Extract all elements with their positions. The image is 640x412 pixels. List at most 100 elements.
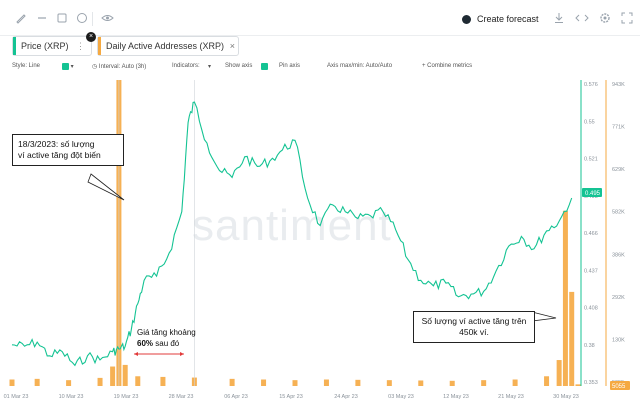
x-axis-tick-label: 19 Mar 23 xyxy=(114,394,139,400)
active-addresses-bar xyxy=(135,376,141,386)
active-axis-tick-label: 629K xyxy=(612,167,625,173)
x-axis-tick-label: 10 Mar 23 xyxy=(59,394,84,400)
chart-canvas[interactable]: santiment 0.5760.550.5210.4930.4660.4370… xyxy=(0,74,640,412)
active-addresses-bar xyxy=(418,380,424,386)
active-axis-tick-label: 130K xyxy=(612,337,625,343)
x-axis-tick-label: 12 May 23 xyxy=(443,394,469,400)
active-450k-text: Số lượng ví active tăng trên 450k ví. xyxy=(421,316,527,337)
indicators-select[interactable]: Indicators: xyxy=(172,63,200,69)
emoji-icon[interactable] xyxy=(75,12,89,26)
price-gain-annotation: Giá tăng khoảng 60% sau đó xyxy=(137,327,196,349)
active-addresses-bar xyxy=(110,366,116,386)
active-addresses-bar xyxy=(556,360,562,386)
active-addresses-bar xyxy=(34,378,40,386)
create-forecast-label: Create forecast xyxy=(477,14,539,24)
embed-code-icon[interactable] xyxy=(575,12,589,26)
style-select[interactable]: Style: Line xyxy=(12,63,41,69)
divider xyxy=(92,12,93,26)
x-axis: 01 Mar 23 10 Mar 23 19 Mar 23 28 Mar 23 06 A… xyxy=(4,394,579,400)
price-axis: 0.5760.550.5210.4930.4660.4370.4080.380.… xyxy=(584,82,598,386)
price-series-line xyxy=(11,101,573,367)
price-axis-tick-label: 0.466 xyxy=(584,231,598,237)
active-addresses-bar xyxy=(66,380,72,386)
x-axis-tick-label: 24 Apr 23 xyxy=(334,394,358,400)
settings-gear-icon[interactable] xyxy=(598,12,612,26)
more-icon[interactable]: ⋮ xyxy=(215,40,224,51)
spike-annotation-text: 18/3/2023: số lượng ví active tăng đột b… xyxy=(18,139,101,160)
tab-price-xrp[interactable]: Price (XRP) ⋮ × xyxy=(12,32,96,56)
tab-label: Price (XRP) xyxy=(21,41,69,51)
active-addresses-bar xyxy=(292,380,298,386)
active-callout-pointer xyxy=(531,311,557,322)
active-addresses-bar xyxy=(544,376,550,386)
color-swatch[interactable]: ▾ xyxy=(62,63,74,70)
download-icon[interactable] xyxy=(552,12,566,26)
close-icon[interactable]: × xyxy=(86,32,96,42)
close-icon[interactable]: × xyxy=(229,41,235,51)
spike-annotation: 18/3/2023: số lượng ví active tăng đột b… xyxy=(12,134,124,166)
x-axis-tick-label: 28 Mar 23 xyxy=(169,394,194,400)
x-axis-tick-label: 06 Apr 23 xyxy=(224,394,248,400)
active-addresses-bar xyxy=(569,291,575,386)
guide-lines xyxy=(118,80,195,386)
forecast-icon xyxy=(462,14,471,24)
active-axis-tick-label: 582K xyxy=(612,210,625,216)
expand-icon[interactable] xyxy=(620,12,634,26)
active-addresses-bar xyxy=(122,364,128,386)
top-toolbar: Create forecast xyxy=(0,0,640,36)
show-axis-checkbox[interactable] xyxy=(261,63,268,70)
interval-label: Interval: Auto (3h) xyxy=(98,64,147,70)
price-gain-text-2: sau đó xyxy=(153,339,180,348)
price-gain-text-1: Giá tăng khoảng xyxy=(137,328,196,337)
tab-daily-active-addresses[interactable]: Daily Active Addresses (XRP) ⋮ × xyxy=(97,36,239,56)
active-addresses-axis: 943K771K629K582K386K292K130K5055 xyxy=(612,82,625,386)
active-addresses-bar xyxy=(323,379,329,386)
tab-label: Daily Active Addresses (XRP) xyxy=(106,41,225,51)
axis-max-min-select[interactable]: Axis max/min: Auto/Auto xyxy=(327,63,393,69)
active-axis-tick-label: 386K xyxy=(612,252,625,258)
interval-select[interactable]: ◷ Interval: Auto (3h) xyxy=(92,64,147,70)
x-axis-tick-label: 21 May 23 xyxy=(498,394,524,400)
price-gain-percent: 60% xyxy=(137,339,154,348)
active-addresses-bar xyxy=(562,210,568,386)
pin-axis-toggle[interactable]: Pin axis xyxy=(279,63,301,69)
create-forecast-button[interactable]: Create forecast xyxy=(462,11,539,27)
price-axis-tick-label: 0.38 xyxy=(584,343,595,349)
price-gain-arrow xyxy=(134,352,184,356)
x-axis-tick-label: 30 May 23 xyxy=(553,394,579,400)
active-addresses-bar xyxy=(355,379,361,386)
eye-icon[interactable] xyxy=(100,12,114,26)
price-current-badge xyxy=(582,188,602,197)
active-addresses-bar xyxy=(386,380,392,386)
combine-metrics-button[interactable]: + Combine metrics xyxy=(422,63,473,69)
active-addresses-bar xyxy=(481,380,487,386)
active-addresses-bar xyxy=(261,379,267,386)
price-axis-tick-label: 0.55 xyxy=(584,119,595,125)
indicators-toggle[interactable]: ▾ xyxy=(208,64,212,70)
watermark: santiment xyxy=(192,201,392,250)
price-current-label: 0.495 xyxy=(585,191,601,197)
active-450k-annotation: Số lượng ví active tăng trên 450k ví. xyxy=(413,311,535,343)
x-axis-tick-label: 01 Mar 23 xyxy=(4,394,29,400)
active-axis-tick-label: 943K xyxy=(612,82,625,88)
minus-icon[interactable] xyxy=(35,12,49,26)
price-axis-tick-label: 0.521 xyxy=(584,157,598,163)
price-axis-tick-label: 0.576 xyxy=(584,82,598,88)
active-addresses-bar xyxy=(160,376,166,386)
active-addresses-bar xyxy=(229,378,235,386)
active-current-label: 5055 xyxy=(612,384,626,390)
price-axis-tick-label: 0.437 xyxy=(584,268,598,274)
spike-callout-pointer xyxy=(87,173,125,201)
pencil-icon[interactable] xyxy=(14,12,28,26)
metric-tabs: Price (XRP) ⋮ × Daily Active Addresses (… xyxy=(0,32,640,58)
price-axis-tick-label: 0.353 xyxy=(584,380,598,386)
active-addresses-bar xyxy=(9,379,15,386)
sticky-note-icon[interactable] xyxy=(55,12,69,26)
active-current-badge xyxy=(610,381,630,390)
active-axis-tick-label: 292K xyxy=(612,295,625,301)
x-axis-tick-label: 15 Apr 23 xyxy=(279,394,303,400)
chart-settings-row: Style: Line ▾ ◷ Interval: Auto (3h) Indi… xyxy=(0,60,640,74)
active-color-bar xyxy=(98,37,101,55)
active-axis-tick-label: 771K xyxy=(612,125,625,131)
more-icon[interactable]: ⋮ xyxy=(76,40,85,51)
